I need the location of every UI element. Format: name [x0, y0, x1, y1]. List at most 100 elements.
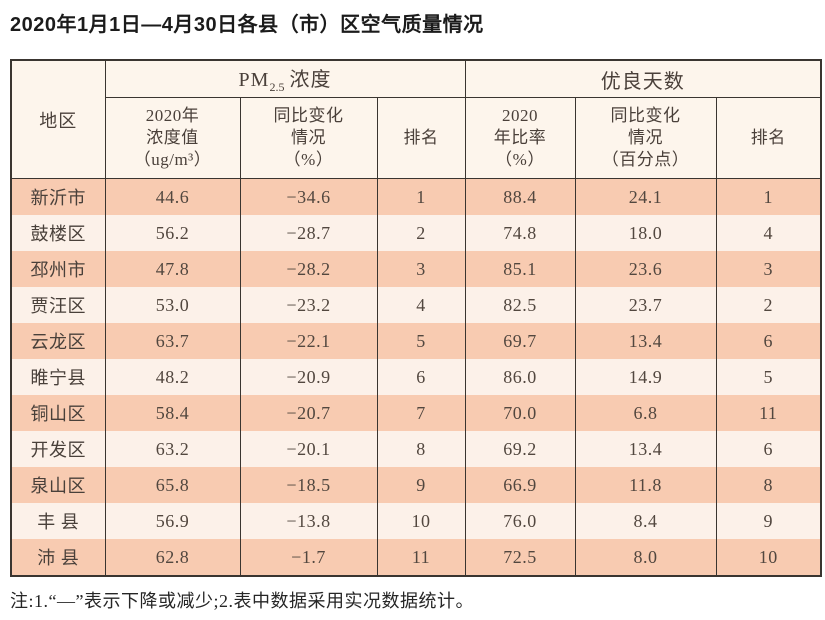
region-cell: 云龙区 — [10, 323, 106, 359]
pm-value-cell: 48.2 — [104, 359, 241, 395]
pm-value-cell: 63.2 — [104, 431, 241, 467]
region-cell: 贾汪区 — [10, 287, 106, 323]
page-title: 2020年1月1日—4月30日各县（市）区空气质量情况 — [10, 14, 484, 36]
region-cell: 鼓楼区 — [10, 215, 106, 251]
pm-change-cell: −28.2 — [239, 251, 378, 287]
region-cell: 开发区 — [10, 431, 106, 467]
good-rank-cell: 2 — [715, 287, 822, 323]
good-ratio-cell: 86.0 — [464, 359, 576, 395]
table-row: 邳州市 47.8 −28.2 3 85.1 23.6 3 — [10, 251, 822, 287]
good-ratio-cell: 76.0 — [464, 503, 576, 539]
region-cell: 丰 县 — [10, 503, 106, 539]
region-cell: 睢宁县 — [10, 359, 106, 395]
pm-change-cell: −13.8 — [239, 503, 378, 539]
group-header-row: 地区 PM2.5 浓度 优良天数 — [10, 59, 822, 179]
table-row: 鼓楼区 56.2 −28.7 2 74.8 18.0 4 — [10, 215, 822, 251]
pm-value-cell: 58.4 — [104, 395, 241, 431]
pm-value-cell: 47.8 — [104, 251, 241, 287]
pm-value-cell: 62.8 — [104, 539, 241, 576]
good-rank-cell: 6 — [715, 323, 822, 359]
pm-rank-cell: 4 — [376, 287, 466, 323]
good-change-cell: 23.6 — [574, 251, 717, 287]
good-ratio-cell: 69.2 — [464, 431, 576, 467]
good-ratio-cell: 66.9 — [464, 467, 576, 503]
pm-change-cell: −1.7 — [239, 539, 378, 576]
good-ratio-cell: 74.8 — [464, 215, 576, 251]
pm-rank-cell: 8 — [376, 431, 466, 467]
pm-change-cell: −28.7 — [239, 215, 378, 251]
pm-value-cell: 56.9 — [104, 503, 241, 539]
pm-value-cell: 63.7 — [104, 323, 241, 359]
pm-rank-cell: 6 — [376, 359, 466, 395]
good-ratio-cell: 85.1 — [464, 251, 576, 287]
table-header: 地区 PM2.5 浓度 优良天数 2020年 浓度值 （ug/m³） 同比变化 情… — [10, 59, 822, 179]
air-quality-table: 地区 PM2.5 浓度 优良天数 2020年 浓度值 （ug/m³） 同比变化 情… — [10, 59, 823, 577]
pm-rank-cell: 11 — [376, 539, 466, 576]
subheader-pm-rank: 排名 — [376, 97, 466, 179]
table-row: 开发区 63.2 −20.1 8 69.2 13.4 6 — [10, 431, 822, 467]
good-ratio-cell: 82.5 — [464, 287, 576, 323]
good-ratio-cell: 88.4 — [464, 178, 576, 215]
pm-change-cell: −22.1 — [239, 323, 378, 359]
sub-header-row: 2020年 浓度值 （ug/m³） 同比变化 情况 （%） 排名 2020 年比… — [11, 97, 822, 179]
pm-change-cell: −20.1 — [239, 431, 378, 467]
pm-rank-cell: 2 — [376, 215, 466, 251]
good-change-cell: 8.0 — [574, 539, 717, 576]
table-row: 泉山区 65.8 −18.5 9 66.9 11.8 8 — [10, 467, 822, 503]
subheader-pm-change: 同比变化 情况 （%） — [239, 97, 378, 179]
region-cell: 沛 县 — [10, 539, 106, 576]
pm-rank-cell: 10 — [376, 503, 466, 539]
subheader-good-ratio: 2020 年比率 （%） — [464, 97, 576, 179]
good-change-cell: 11.8 — [574, 467, 717, 503]
subheader-good-change: 同比变化 情况 （百分点） — [574, 97, 717, 179]
good-rank-cell: 6 — [715, 431, 822, 467]
pm-rank-cell: 9 — [376, 467, 466, 503]
good-ratio-cell: 70.0 — [464, 395, 576, 431]
group-header-pm25: PM2.5 浓度 — [104, 59, 466, 98]
pm-rank-cell: 3 — [376, 251, 466, 287]
pm-change-cell: −18.5 — [239, 467, 378, 503]
table-row: 丰 县 56.9 −13.8 10 76.0 8.4 9 — [10, 503, 822, 539]
good-rank-cell: 8 — [715, 467, 822, 503]
good-rank-cell: 3 — [715, 251, 822, 287]
good-change-cell: 14.9 — [574, 359, 717, 395]
pm-change-cell: −20.7 — [239, 395, 378, 431]
pm-change-cell: −23.2 — [239, 287, 378, 323]
pm-label: PM — [238, 69, 270, 91]
pm-subscript: 2.5 — [269, 80, 285, 94]
region-cell: 邳州市 — [10, 251, 106, 287]
good-ratio-cell: 69.7 — [464, 323, 576, 359]
good-rank-cell: 9 — [715, 503, 822, 539]
pm-change-cell: −20.9 — [239, 359, 378, 395]
pm-rank-cell: 5 — [376, 323, 466, 359]
good-change-cell: 8.4 — [574, 503, 717, 539]
subheader-good-rank: 排名 — [715, 97, 822, 179]
pm-rank-cell: 1 — [376, 178, 466, 215]
pm-rank-cell: 7 — [376, 395, 466, 431]
good-rank-cell: 10 — [715, 539, 822, 576]
table-row: 睢宁县 48.2 −20.9 6 86.0 14.9 5 — [10, 359, 822, 395]
good-change-cell: 13.4 — [574, 431, 717, 467]
subheader-pm-value: 2020年 浓度值 （ug/m³） — [104, 97, 241, 179]
pm-value-cell: 53.0 — [104, 287, 241, 323]
table-row: 云龙区 63.7 −22.1 5 69.7 13.4 6 — [10, 323, 822, 359]
pm-value-cell: 44.6 — [104, 178, 241, 215]
group-header-good-days: 优良天数 — [464, 59, 822, 98]
table-row: 新沂市 44.6 −34.6 1 88.4 24.1 1 — [10, 178, 822, 215]
good-rank-cell: 11 — [715, 395, 822, 431]
good-rank-cell: 5 — [715, 359, 822, 395]
good-change-cell: 6.8 — [574, 395, 717, 431]
good-change-cell: 23.7 — [574, 287, 717, 323]
pm-value-cell: 56.2 — [104, 215, 241, 251]
good-change-cell: 18.0 — [574, 215, 717, 251]
good-rank-cell: 1 — [715, 178, 822, 215]
region-cell: 泉山区 — [10, 467, 106, 503]
pm-suffix: 浓度 — [289, 69, 332, 91]
table-body: 新沂市 44.6 −34.6 1 88.4 24.1 1 鼓楼区 56.2 −28.7 2 74.8 1… — [10, 178, 822, 576]
pm-value-cell: 65.8 — [104, 467, 241, 503]
region-cell: 铜山区 — [10, 395, 106, 431]
good-ratio-cell: 72.5 — [464, 539, 576, 576]
good-rank-cell: 4 — [715, 215, 822, 251]
table-row: 铜山区 58.4 −20.7 7 70.0 6.8 11 — [10, 395, 822, 431]
